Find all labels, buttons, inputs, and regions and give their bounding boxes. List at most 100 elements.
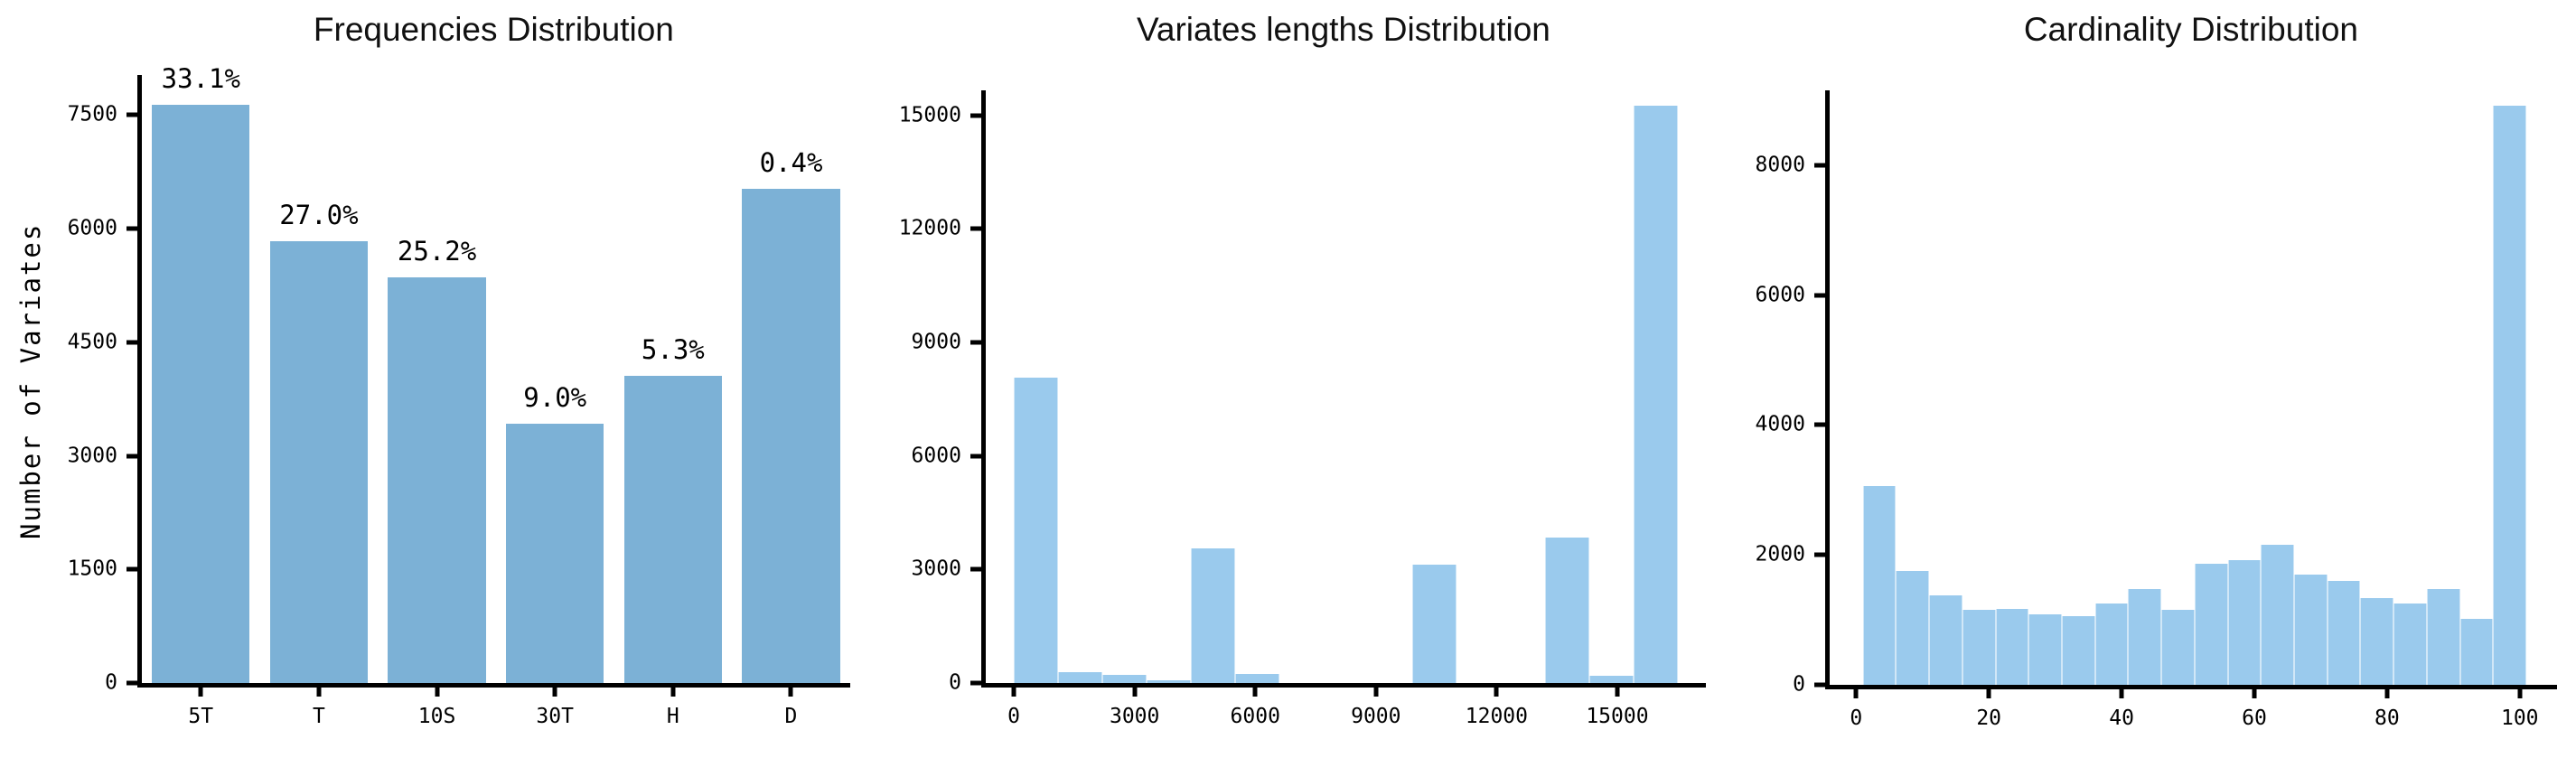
- bar: [152, 104, 250, 683]
- y-tick-label: 6000: [911, 444, 961, 468]
- bar: [742, 188, 840, 683]
- x-tick-label: 100: [2500, 706, 2539, 730]
- histogram-bar: [2327, 580, 2361, 685]
- histogram-bar: [2094, 604, 2129, 685]
- y-tick: [126, 226, 142, 231]
- y-tick: [970, 566, 986, 572]
- bar-percentage-label: 33.1%: [161, 62, 240, 94]
- x-tick: [2252, 684, 2257, 698]
- y-tick: [970, 226, 986, 231]
- y-tick: [1813, 682, 1830, 688]
- x-tick: [1986, 684, 1991, 698]
- histogram-bar: [2028, 614, 2062, 685]
- y-tick-label: 9000: [911, 330, 961, 354]
- bar-percentage-label: 0.4%: [759, 146, 823, 178]
- histogram-bar: [1896, 571, 1930, 685]
- histogram-bar: [1995, 608, 2029, 685]
- histogram-bar: [2493, 105, 2527, 685]
- x-tick: [1853, 684, 1859, 698]
- x-tick-label: 20: [1976, 706, 2002, 730]
- x-tick-label: 3000: [1109, 704, 1160, 728]
- y-tick: [126, 680, 142, 686]
- histogram-bar: [1862, 485, 1897, 685]
- histogram-bar: [1058, 672, 1103, 683]
- y-tick: [126, 112, 142, 117]
- histogram-bar: [2227, 559, 2262, 685]
- x-tick: [1615, 682, 1620, 697]
- histogram-bar: [1014, 378, 1059, 683]
- x-tick: [2119, 684, 2124, 698]
- chart-title-variates-lengths: Variates lengths Distribution: [1136, 11, 1550, 48]
- y-tick: [126, 340, 142, 345]
- y-tick: [970, 340, 986, 345]
- x-tick-label: T: [312, 704, 325, 728]
- y-tick: [1813, 163, 1830, 168]
- y-tick-label: 0: [949, 670, 961, 695]
- x-tick: [1132, 682, 1138, 697]
- bar-percentage-label: 9.0%: [523, 382, 587, 414]
- y-tick-label: 6000: [1755, 283, 1805, 307]
- x-tick: [2517, 684, 2523, 698]
- x-tick-label: 12000: [1465, 704, 1529, 728]
- histogram-bar: [2360, 598, 2394, 685]
- histogram-bar: [2426, 588, 2460, 685]
- y-tick-label: 4000: [1755, 412, 1805, 436]
- x-tick-label: 9000: [1351, 704, 1401, 728]
- histogram-bar: [1102, 674, 1147, 683]
- bar-percentage-label: 27.0%: [279, 200, 359, 231]
- histogram-bar: [1234, 673, 1279, 683]
- y-tick-label: 0: [105, 670, 117, 695]
- histogram-bar: [1544, 537, 1589, 683]
- y-tick-label: 6000: [67, 216, 117, 240]
- histogram-bar: [2161, 609, 2195, 685]
- y-tick: [970, 454, 986, 459]
- y-tick: [1813, 552, 1830, 557]
- y-tick-label: 2000: [1755, 542, 1805, 566]
- histogram-bar: [2294, 574, 2328, 685]
- histogram-bar: [1588, 676, 1634, 683]
- bar-percentage-label: 5.3%: [641, 333, 705, 365]
- bar: [505, 424, 604, 683]
- y-tick: [970, 113, 986, 118]
- x-tick: [316, 682, 322, 697]
- x-tick: [788, 682, 793, 697]
- histogram-bar: [2194, 563, 2228, 685]
- x-tick: [198, 682, 203, 697]
- x-tick: [1252, 682, 1258, 697]
- x-tick: [2384, 684, 2390, 698]
- x-tick-label: 10S: [417, 704, 456, 728]
- x-tick-label: D: [784, 704, 798, 728]
- chart-title-frequencies: Frequencies Distribution: [313, 11, 674, 48]
- histogram-bar: [2128, 588, 2162, 685]
- histogram-bar: [1191, 547, 1235, 683]
- y-tick: [1813, 293, 1830, 298]
- plot-area-variates-lengths: 0 3000 6000 9000 12000 15000 0 3000 6000 9000 1200…: [899, 90, 1706, 726]
- x-tick: [670, 682, 676, 697]
- plot-area-frequencies: 0 1500 3000 4500 6000 7500 33.1% 5T 27.0% T 25.2% 1…: [68, 65, 850, 726]
- y-tick-label: 0: [1793, 672, 1805, 697]
- x-tick-label: 6000: [1230, 704, 1280, 728]
- bar: [269, 241, 369, 683]
- x-tick: [1494, 682, 1499, 697]
- histogram-bar: [1962, 610, 1996, 685]
- bar-percentage-label: 25.2%: [397, 235, 477, 267]
- x-tick-label: 60: [2242, 706, 2267, 730]
- x-tick-label: H: [666, 704, 679, 728]
- x-tick-label: 40: [2109, 706, 2134, 730]
- y-axis-label: Number of Variates: [15, 222, 46, 540]
- y-tick-label: 3000: [911, 557, 961, 581]
- y-tick-label: 1500: [67, 557, 117, 581]
- bar: [388, 276, 486, 683]
- histogram-bar: [1633, 106, 1678, 683]
- x-tick-label: 15000: [1586, 704, 1649, 728]
- x-tick-label: 0: [1007, 704, 1021, 728]
- histogram-bar: [2261, 544, 2295, 685]
- y-tick-label: 12000: [898, 216, 961, 240]
- x-tick: [1011, 682, 1016, 697]
- plot-area-cardinality: 0 2000 4000 6000 8000 0 20 40 60 80 100: [1756, 90, 2557, 728]
- x-tick: [435, 682, 440, 697]
- x-tick: [552, 682, 557, 697]
- y-tick-label: 3000: [67, 444, 117, 468]
- x-tick-label: 0: [1850, 706, 1863, 730]
